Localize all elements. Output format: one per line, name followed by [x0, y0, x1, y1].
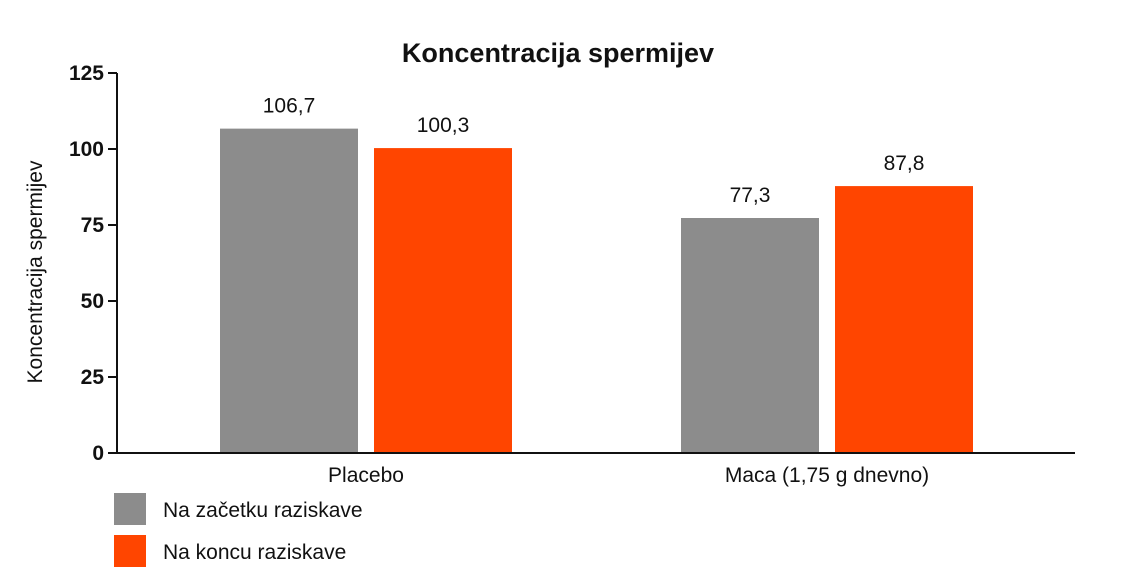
x-tick-label: Placebo	[328, 464, 404, 487]
legend: Na začetku raziskave Na koncu raziskave	[114, 493, 363, 567]
legend-label: Na koncu raziskave	[163, 541, 346, 564]
data-label: 100,3	[417, 114, 470, 137]
data-label: 106,7	[263, 95, 316, 118]
y-tick-label: 100	[69, 138, 104, 161]
y-tick-label: 0	[92, 442, 104, 465]
legend-label: Na začetku raziskave	[163, 499, 363, 522]
y-axis-label: Koncentracija spermijev	[24, 160, 47, 383]
x-axis: Placebo Maca (1,75 g dnevno)	[116, 452, 1075, 487]
x-tick-label: Maca (1,75 g dnevno)	[725, 464, 929, 487]
y-tick-label: 75	[81, 214, 105, 237]
bar	[220, 128, 358, 453]
bar	[374, 148, 512, 453]
y-tick-label: 50	[81, 290, 104, 313]
bar	[835, 186, 973, 453]
y-axis: 0 25 50 75 100 125	[69, 62, 118, 465]
bars: 106,7 100,3 77,3 87,8	[220, 95, 973, 453]
data-label: 77,3	[730, 184, 771, 207]
y-tick-label: 25	[81, 366, 105, 389]
chart-title: Koncentracija spermijev	[402, 38, 714, 68]
y-tick-label: 125	[69, 62, 104, 85]
legend-swatch	[114, 535, 146, 567]
data-label: 87,8	[884, 152, 925, 175]
bar	[681, 218, 819, 453]
legend-swatch	[114, 493, 146, 525]
